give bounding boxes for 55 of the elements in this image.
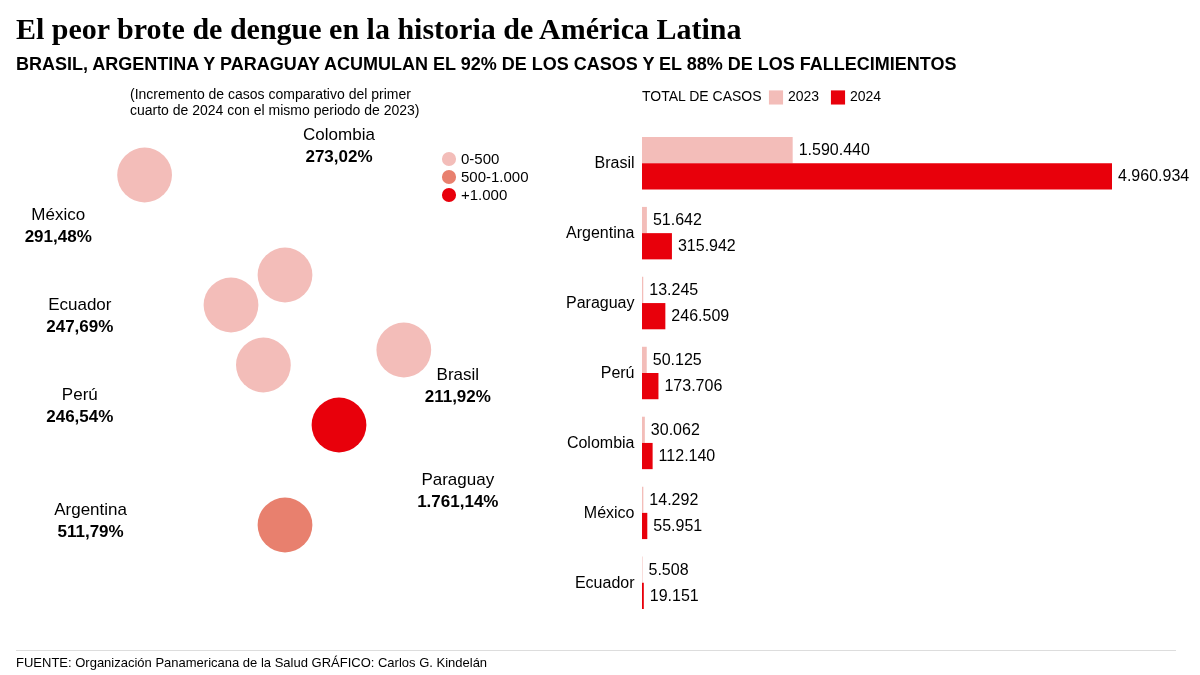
data-label: 315.942: [677, 237, 736, 255]
data-label: 173.706: [664, 377, 723, 395]
bar: [642, 416, 645, 443]
data-label: 291,48%: [24, 227, 92, 246]
data-label: 511,79%: [57, 522, 124, 541]
category-label: Ecuador: [48, 295, 112, 314]
bar: [642, 346, 647, 373]
data-label: 211,92%: [424, 387, 491, 406]
bar: [642, 303, 666, 330]
y-tick-label: Ecuador: [574, 573, 636, 591]
bar: [642, 233, 672, 260]
data-label: 51.642: [652, 211, 702, 229]
data-label: 112.140: [658, 447, 716, 465]
y-tick-label: México: [583, 503, 635, 521]
source-note: FUENTE: Organización Panamericana de la Salud GRÁFICO: Carlos G. Kindelán: [16, 650, 1176, 670]
category-label: México: [31, 205, 86, 224]
category-label: Perú: [61, 385, 98, 404]
data-label: 13.245: [649, 280, 699, 298]
data-label: 247,69%: [46, 317, 114, 336]
data-label: 246,54%: [46, 407, 114, 426]
legend-label: +1.000: [461, 186, 508, 203]
data-label: 30.062: [650, 420, 700, 438]
y-tick-label: Argentina: [566, 224, 635, 242]
text: (Incremento de casos comparativo del primer cuarto de 2024 con el mismo periodo de 2023): [130, 86, 421, 118]
text: BRASIL, ARGENTINA Y PARAGUAY ACUMULAN EL 92% DE LOS CASOS Y EL 88% DE LOS FALLECIMIENTOS: [16, 54, 957, 75]
bar: [642, 206, 647, 234]
bar: [642, 136, 793, 164]
legend-label: 500-1.000: [461, 168, 529, 185]
data-label: 55.951: [653, 516, 703, 534]
bar: [642, 373, 659, 400]
bar: [642, 512, 648, 540]
data-label: 246.509: [671, 307, 730, 325]
data-label: 50.125: [652, 350, 702, 368]
category-label: Paraguay: [421, 470, 495, 489]
bar: [642, 163, 1112, 190]
legend-title: TOTAL DE CASOS: [642, 88, 762, 104]
y-tick-label: Paraguay: [566, 294, 635, 312]
data-label: 273,02%: [305, 147, 373, 166]
category-label: Colombia: [303, 125, 376, 144]
legend-label: 2023: [788, 88, 820, 105]
data-label: 5.508: [648, 560, 689, 578]
data-label: 1.761,14%: [417, 492, 499, 511]
category-label: Brasil: [436, 365, 480, 384]
data-label: 1.590.440: [798, 141, 870, 159]
data-label: 4.960.934: [1118, 167, 1190, 185]
text: El peor brote de dengue en la historia de América Latina: [16, 12, 742, 46]
data-label: 14.292: [649, 490, 699, 508]
category-label: Argentina: [54, 500, 128, 519]
legend-label: 0-500: [461, 150, 500, 167]
y-tick-label: Perú: [600, 364, 635, 381]
legend-label: 2024: [850, 88, 882, 105]
data-label: 19.151: [649, 586, 699, 604]
bar: [642, 442, 653, 470]
y-tick-label: Colombia: [566, 433, 635, 451]
y-tick-label: Brasil: [594, 154, 635, 172]
